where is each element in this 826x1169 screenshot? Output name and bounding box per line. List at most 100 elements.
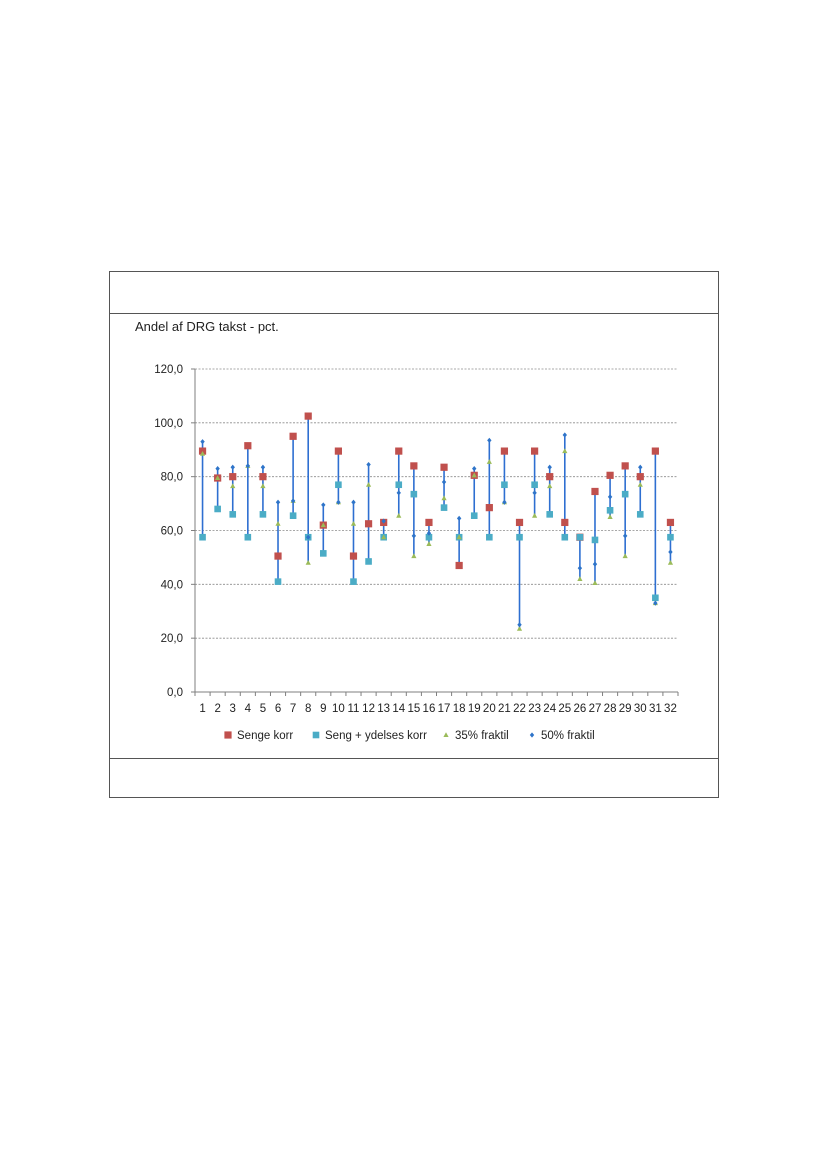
x-tick-label: 1	[199, 703, 205, 715]
marker-35-fraktil	[441, 495, 447, 501]
range-lines	[201, 416, 672, 629]
x-tick-label: 11	[348, 703, 360, 715]
marker-50-fraktil	[577, 565, 583, 571]
marker-50-fraktil	[275, 499, 281, 505]
x-tick-label: 10	[332, 703, 345, 715]
x-tick-label: 32	[664, 703, 677, 715]
marker-50-fraktil	[638, 464, 643, 470]
marker-senge-korr	[455, 561, 463, 570]
marker-35-fraktil	[260, 483, 266, 489]
frame-top-divider	[110, 313, 718, 314]
x-tick-label: 18	[453, 703, 466, 715]
marker-50-fraktil	[200, 439, 205, 445]
legend-marker	[443, 732, 449, 737]
marker-35-fraktil	[456, 534, 462, 540]
marker-senge-korr	[591, 487, 599, 496]
marker-50-fraktil	[668, 549, 673, 555]
marker-50-fraktil	[487, 437, 492, 443]
marker-50-fraktil	[260, 464, 266, 470]
x-tick-label: 7	[290, 703, 296, 715]
marker-50-fraktil	[290, 498, 296, 504]
x-tick-label: 9	[320, 703, 326, 715]
marker-35-fraktil	[471, 472, 477, 478]
chart-frame: Andel af DRG takst - pct. 0,0 20,0 40,0 60,…	[109, 271, 719, 798]
marker-senge-korr	[531, 447, 539, 455]
marker-50-fraktil	[653, 600, 658, 606]
marker-50-fraktil	[532, 490, 537, 496]
marker-senge-korr	[304, 412, 312, 420]
marker-50-fraktil	[472, 465, 477, 472]
marker-seng-ydelses-korr	[667, 533, 674, 541]
x-tick-label: 17	[438, 703, 451, 715]
marker-senge-korr	[515, 518, 524, 527]
marker-50-fraktil	[230, 464, 235, 470]
marker-35-fraktil	[592, 580, 598, 585]
marker-50-fraktil	[517, 622, 522, 628]
marker-50-fraktil	[592, 561, 598, 567]
marker-senge-korr	[546, 473, 554, 481]
marker-50-fraktil	[607, 494, 613, 500]
y-tick-label: 20,0	[161, 633, 183, 645]
marker-50-fraktil	[215, 465, 220, 472]
marker-35-fraktil	[215, 475, 221, 481]
marker-50-fraktil	[336, 499, 341, 505]
marker-senge-korr	[666, 518, 675, 527]
marker-50-fraktil	[502, 499, 507, 505]
marker-seng-ydelses-korr	[395, 481, 403, 489]
marker-seng-ydelses-korr	[425, 533, 433, 541]
marker-35-fraktil	[607, 514, 613, 520]
marker-35-fraktil	[381, 534, 387, 540]
marker-seng-ydelses-korr	[501, 481, 508, 489]
y-tick-label: 80,0	[161, 472, 183, 484]
marker-35-fraktil	[562, 448, 568, 454]
x-tick-label: 15	[407, 703, 420, 715]
marker-senge-korr	[229, 473, 237, 481]
marker-35-fraktil	[637, 481, 643, 487]
marker-seng-ydelses-korr	[576, 533, 584, 541]
marker-senge-korr	[334, 447, 342, 455]
marker-seng-ydelses-korr	[470, 512, 478, 519]
marker-35-fraktil	[426, 541, 432, 546]
marker-senge-korr	[410, 462, 418, 470]
marker-seng-ydelses-korr	[350, 578, 357, 585]
x-tick-label: 30	[634, 703, 647, 715]
marker-35-fraktil	[365, 481, 372, 487]
marker-seng-ydelses-korr	[652, 594, 659, 602]
marker-35-fraktil	[577, 576, 583, 581]
legend: Senge korr Seng + ydelses korr 35% fraktil…	[224, 730, 595, 742]
marker-senge-korr	[425, 518, 433, 527]
marker-35-fraktil	[516, 625, 523, 631]
marker-35-fraktil	[305, 560, 311, 565]
marker-seng-ydelses-korr	[289, 512, 297, 519]
marker-senge-korr	[440, 463, 448, 471]
marker-seng-ydelses-korr	[335, 481, 342, 489]
y-axis-label: Andel af DRG takst - pct.	[135, 319, 279, 334]
legend-marker	[224, 731, 232, 739]
marker-35-fraktil	[411, 553, 417, 559]
marker-35-fraktil	[396, 512, 402, 518]
marker-50-fraktil	[381, 518, 386, 524]
marker-senge-korr	[651, 447, 659, 455]
marker-35-fraktil	[622, 553, 628, 559]
marker-seng-ydelses-korr	[244, 533, 252, 541]
x-tick-label: 6	[275, 703, 281, 715]
marker-seng-ydelses-korr	[591, 536, 599, 544]
x-tick-label: 4	[245, 703, 252, 715]
marker-seng-ydelses-korr	[259, 511, 267, 518]
x-tick-label: 23	[528, 703, 541, 715]
marker-seng-ydelses-korr	[621, 490, 629, 498]
marker-seng-ydelses-korr	[229, 511, 237, 518]
marker-35-fraktil	[350, 520, 357, 526]
axes	[191, 368, 679, 696]
x-tick-label: 28	[604, 703, 617, 715]
x-tick-label: 3	[230, 703, 236, 715]
x-tick-label: 13	[377, 703, 390, 715]
marker-50-fraktil	[562, 432, 567, 438]
y-tick-label: 40,0	[161, 579, 183, 591]
marker-senge-korr	[395, 447, 403, 455]
marker-seng-ydelses-korr	[214, 505, 221, 513]
x-tick-label: 8	[305, 703, 311, 715]
marker-senge-korr	[561, 518, 569, 527]
x-tick-label: 20	[483, 703, 496, 715]
